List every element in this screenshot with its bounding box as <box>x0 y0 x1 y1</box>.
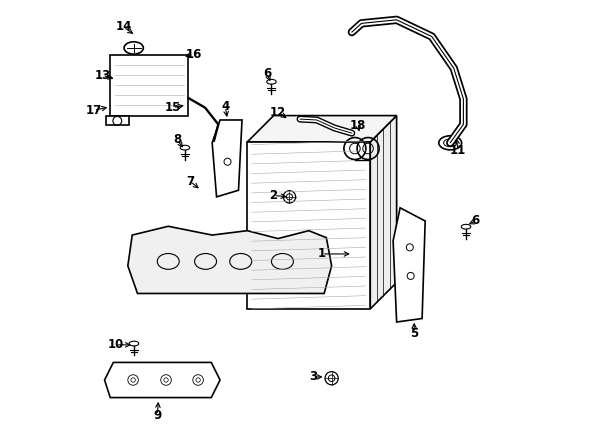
Text: 6: 6 <box>472 214 480 228</box>
Polygon shape <box>128 226 332 293</box>
Text: 15: 15 <box>164 101 181 114</box>
Polygon shape <box>104 362 220 397</box>
Text: 11: 11 <box>450 144 466 157</box>
Bar <box>110 55 188 116</box>
Text: 16: 16 <box>185 48 202 61</box>
Polygon shape <box>212 120 242 197</box>
Text: 18: 18 <box>350 119 366 132</box>
Polygon shape <box>370 116 397 309</box>
Text: 7: 7 <box>186 175 194 188</box>
Text: 8: 8 <box>173 133 181 146</box>
Text: 1: 1 <box>318 248 326 260</box>
Polygon shape <box>247 142 370 309</box>
Text: 9: 9 <box>153 409 161 422</box>
Polygon shape <box>393 208 425 322</box>
Text: 17: 17 <box>85 104 101 117</box>
Polygon shape <box>106 116 129 125</box>
Text: 10: 10 <box>107 339 124 351</box>
Text: 5: 5 <box>410 327 418 339</box>
Text: 6: 6 <box>263 67 271 80</box>
Text: 4: 4 <box>221 100 229 113</box>
Text: 2: 2 <box>269 189 278 202</box>
Text: 12: 12 <box>270 106 286 118</box>
Text: 3: 3 <box>309 370 317 383</box>
Text: 14: 14 <box>115 20 131 33</box>
Text: 13: 13 <box>94 69 110 82</box>
Polygon shape <box>247 116 397 142</box>
